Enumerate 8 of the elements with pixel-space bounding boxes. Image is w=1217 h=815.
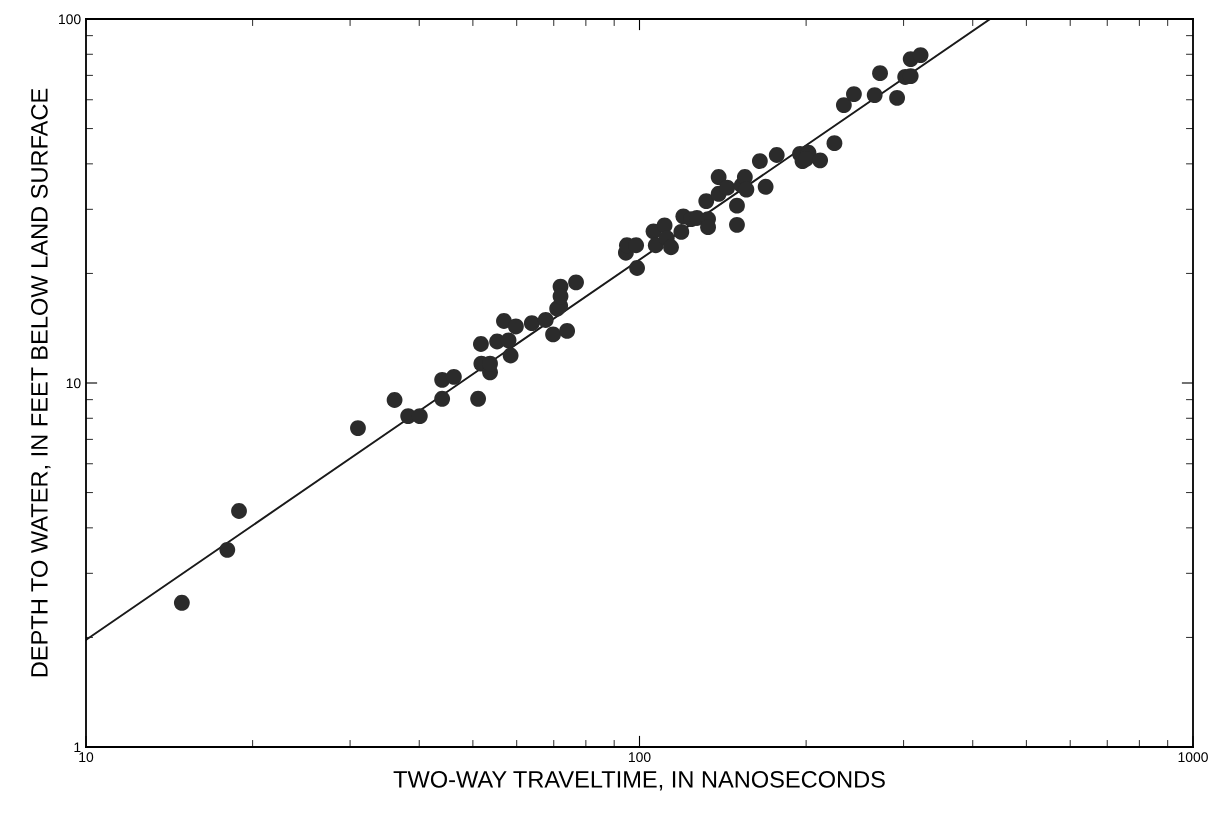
x-tick-label: 1000: [1178, 752, 1208, 763]
x-tick-label: 10: [79, 752, 94, 763]
x-tick-label: 100: [628, 752, 651, 763]
x-axis-title: TWO-WAY TRAVELTIME, IN NANOSECONDS: [393, 770, 885, 791]
y-tick-label: 10: [66, 378, 81, 389]
y-tick-label: 100: [59, 14, 81, 25]
y-axis-title: DEPTH TO WATER, IN FEET BELOW LAND SURFACE: [31, 88, 51, 677]
y-tick-label: 1: [74, 742, 81, 753]
